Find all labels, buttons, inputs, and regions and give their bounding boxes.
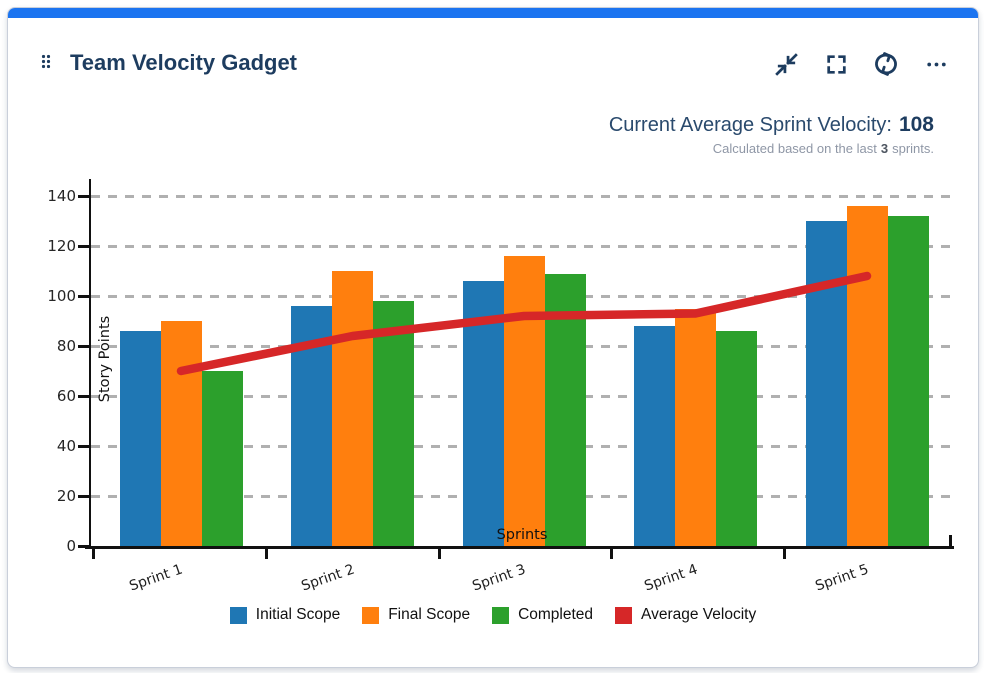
y-tick-label: 60 — [56, 387, 76, 405]
velocity-chart: 0 20 40 60 80 100 120 140 Story Points Sprints Spr… — [8, 8, 978, 667]
bar-completed-3 — [544, 273, 586, 546]
y-axis — [89, 179, 91, 548]
x-tick-mark — [610, 546, 613, 559]
y-tick-label: 20 — [56, 487, 76, 505]
gadget-title: Team Velocity Gadget — [70, 50, 298, 75]
y-tick-mark — [78, 395, 89, 398]
gridline — [91, 195, 951, 198]
bar-initial-scope-2 — [291, 306, 332, 546]
gadget-actions — [770, 48, 952, 80]
bar-final-scope-4 — [675, 308, 716, 546]
y-tick-label: 140 — [47, 187, 76, 205]
collapse-icon — [774, 52, 798, 76]
x-axis-end-cap — [949, 535, 952, 547]
bar-initial-scope-3 — [462, 281, 504, 546]
legend-item-initial-scope[interactable]: Initial Scope — [229, 606, 341, 624]
bar-initial-scope-1 — [119, 331, 161, 546]
more-options-button[interactable] — [920, 48, 952, 80]
x-category-label: Sprint 4 — [641, 561, 700, 595]
y-tick-label: 0 — [66, 537, 76, 555]
x-tick-mark — [265, 546, 268, 559]
legend-item-completed[interactable]: Completed — [492, 606, 593, 624]
bar-completed-5 — [887, 216, 929, 546]
legend-label: Initial Scope — [255, 606, 341, 623]
x-axis — [85, 546, 954, 549]
y-axis-label: Story Points — [97, 315, 113, 403]
stat-heading-value: 108 — [898, 113, 934, 136]
more-icon — [926, 62, 946, 66]
y-tick-mark — [78, 445, 89, 448]
refresh-icon — [875, 52, 897, 76]
legend-item-final-scope[interactable]: Final Scope — [362, 606, 470, 624]
y-tick-label: 100 — [47, 287, 76, 305]
stat-subtitle-prefix: Calculated based on the last — [712, 141, 877, 156]
legend-swatch — [229, 606, 247, 624]
stat-subtitle: Calculated based on the last 3 sprints. — [609, 141, 934, 156]
gadget-accent-bar — [8, 8, 978, 18]
stat-subtitle-count: 3 — [880, 141, 889, 156]
stat-heading-label: Current Average Sprint Velocity: — [608, 114, 892, 136]
legend-label: Average Velocity — [641, 606, 757, 623]
bar-final-scope-5 — [846, 206, 888, 546]
x-category-label: Sprint 3 — [470, 561, 528, 595]
y-tick-mark — [78, 545, 89, 548]
y-tick-label: 120 — [47, 237, 76, 255]
stat-subtitle-suffix: sprints. — [892, 141, 934, 156]
bar-completed-4 — [716, 331, 757, 546]
y-tick-mark — [78, 245, 89, 248]
bar-final-scope-1 — [160, 321, 202, 546]
x-tick-mark — [438, 546, 441, 559]
velocity-stats: Current Average Sprint Velocity: 108 Calc… — [609, 113, 934, 156]
bar-completed-2 — [373, 301, 414, 546]
collapse-button[interactable] — [770, 48, 802, 80]
fullscreen-icon — [826, 54, 846, 74]
y-tick-label: 80 — [56, 337, 76, 355]
x-category-label: Sprint 2 — [298, 561, 357, 595]
y-tick-mark — [78, 195, 89, 198]
bar-initial-scope-4 — [634, 326, 675, 546]
x-category-label: Sprint 1 — [127, 561, 185, 595]
legend-swatch — [362, 606, 380, 624]
bar-completed-1 — [201, 371, 243, 546]
x-tick-mark — [92, 546, 95, 559]
drag-handle-icon[interactable] — [41, 54, 51, 69]
fullscreen-button[interactable] — [820, 48, 852, 80]
bar-final-scope-3 — [503, 256, 545, 546]
velocity-gadget-card: Team Velocity Gadget — [7, 7, 979, 668]
legend-label: Completed — [518, 606, 594, 623]
y-tick-mark — [78, 495, 89, 498]
legend-label: Final Scope — [388, 606, 471, 623]
gridline — [91, 245, 951, 248]
bar-final-scope-2 — [332, 271, 373, 546]
x-axis-label: Sprints — [496, 527, 548, 543]
legend-item-average-velocity[interactable]: Average Velocity — [615, 606, 756, 624]
refresh-button[interactable] — [870, 48, 902, 80]
y-tick-label: 40 — [56, 437, 76, 455]
bar-initial-scope-5 — [805, 221, 847, 546]
legend-swatch — [492, 606, 510, 624]
y-tick-mark — [78, 295, 89, 298]
y-tick-mark — [78, 345, 89, 348]
chart-legend: Initial Scope Final Scope Completed Average… — [8, 606, 978, 624]
x-category-label: Sprint 5 — [813, 561, 871, 595]
x-tick-mark — [783, 546, 786, 559]
legend-swatch — [615, 606, 633, 624]
stat-heading: Current Average Sprint Velocity: 108 — [609, 113, 934, 137]
